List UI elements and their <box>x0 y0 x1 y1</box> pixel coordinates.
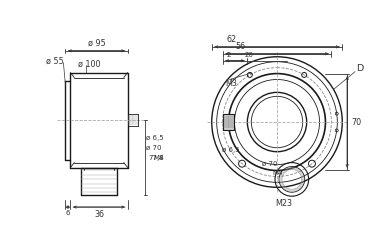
Text: 6: 6 <box>66 210 70 216</box>
Text: 56: 56 <box>235 42 245 51</box>
Text: M23: M23 <box>276 199 293 208</box>
Text: ø 95: ø 95 <box>88 39 105 48</box>
Bar <box>223 114 234 130</box>
Text: ø 6,5: ø 6,5 <box>222 147 239 153</box>
Text: M4: M4 <box>272 170 282 176</box>
Text: 70: 70 <box>351 118 361 126</box>
Text: ø 100: ø 100 <box>78 60 101 69</box>
Text: 20: 20 <box>245 52 253 58</box>
Text: ø 70: ø 70 <box>262 160 278 166</box>
Text: ø 70: ø 70 <box>147 145 162 151</box>
Text: 2: 2 <box>226 52 231 58</box>
Text: M4: M4 <box>153 155 164 161</box>
Text: M3: M3 <box>226 78 237 88</box>
Text: ø 55: ø 55 <box>46 56 64 65</box>
Text: 36: 36 <box>94 210 104 219</box>
Text: D: D <box>356 64 364 73</box>
Text: 77,8: 77,8 <box>149 155 164 161</box>
Text: 62: 62 <box>226 35 237 44</box>
Text: ø 6,5: ø 6,5 <box>147 135 164 141</box>
